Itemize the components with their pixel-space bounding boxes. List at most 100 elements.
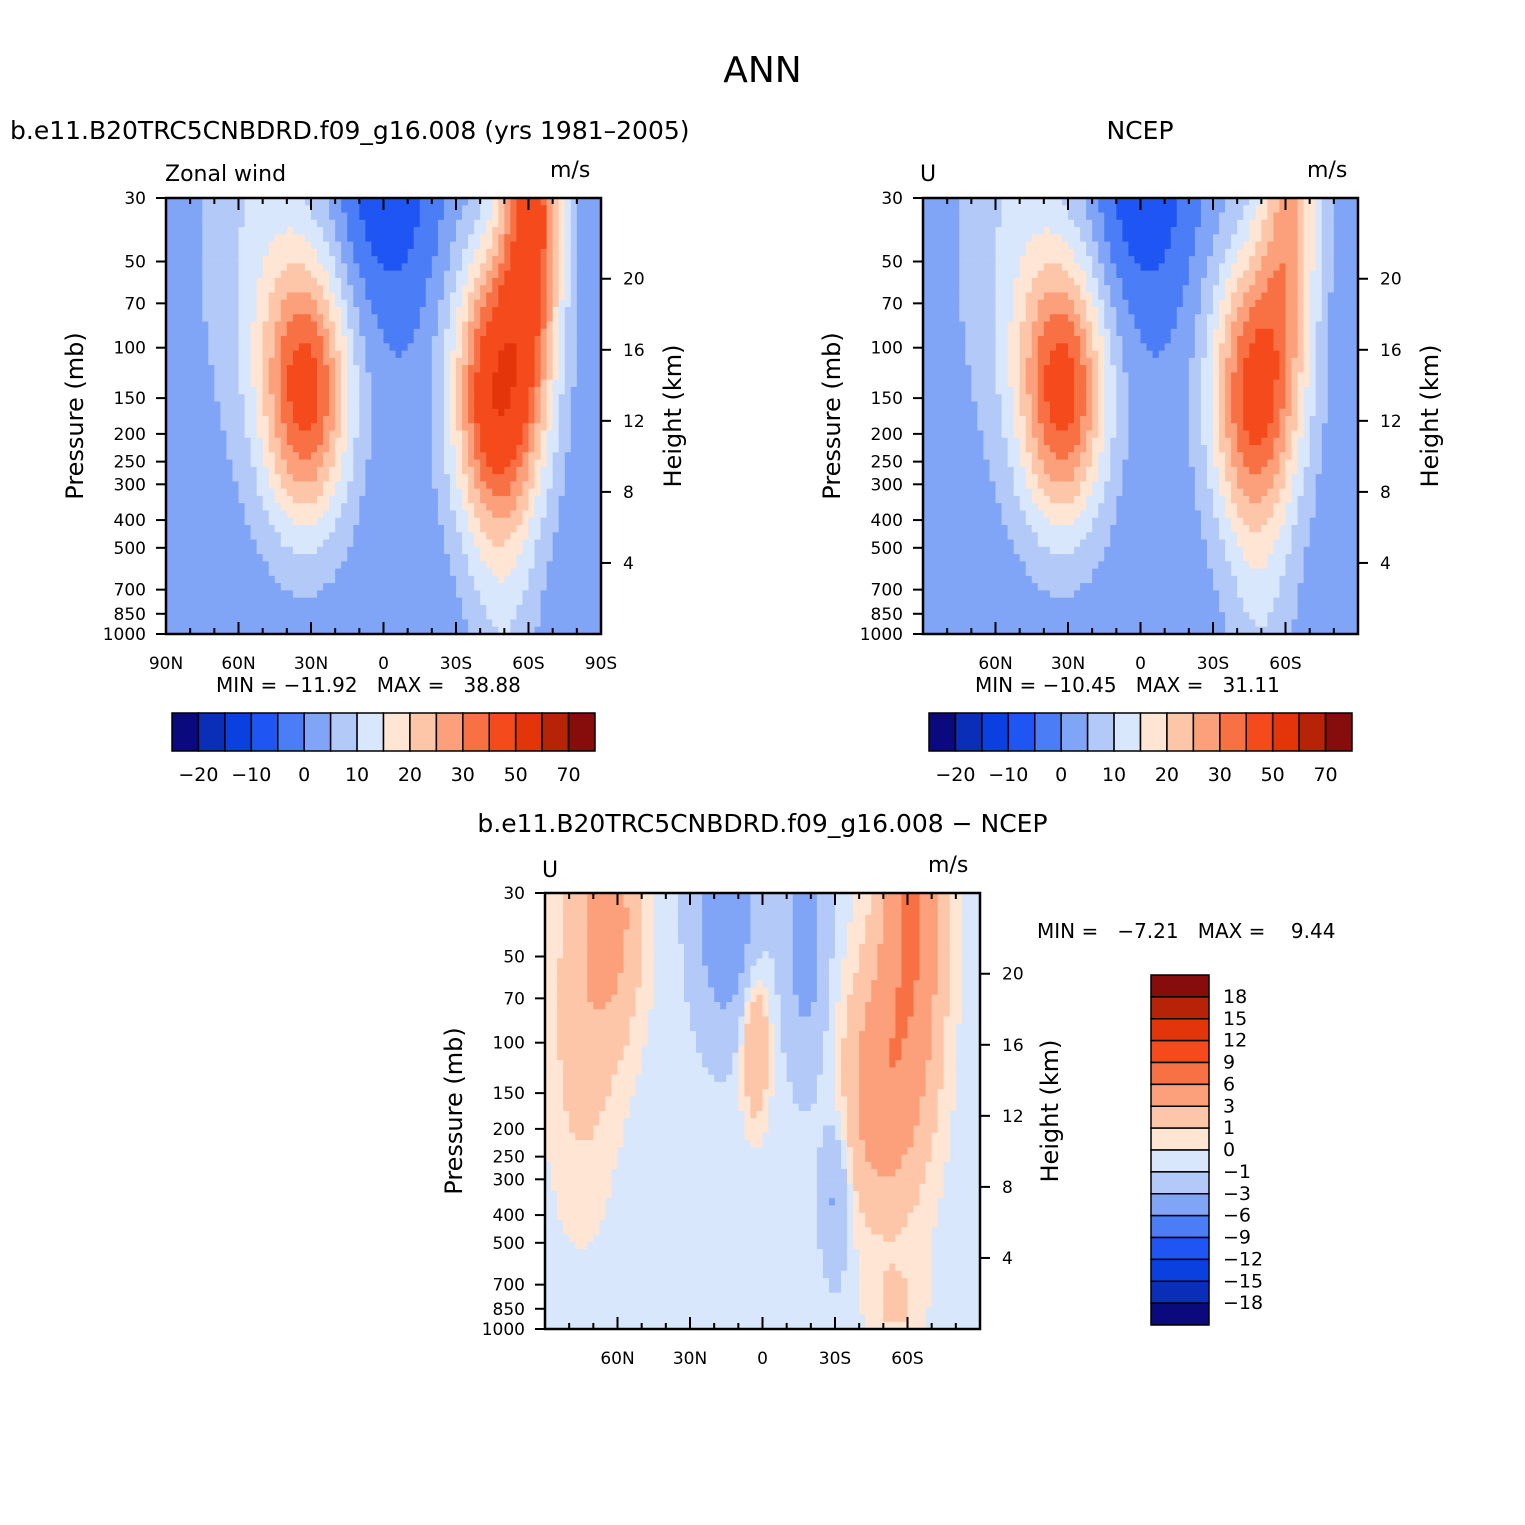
contour-cell [208, 612, 215, 621]
contour-cell [329, 568, 336, 577]
contour-cell [498, 546, 505, 555]
contour-cell [292, 445, 300, 453]
contour-cell [371, 248, 379, 257]
contour-cell [576, 219, 584, 228]
contour-cell [1291, 256, 1299, 264]
contour-cell [389, 285, 397, 294]
contour-cell [196, 372, 203, 381]
contour-cell [244, 459, 252, 468]
contour-cell [371, 350, 379, 359]
contour-cell [534, 575, 542, 584]
contour-cell [286, 503, 294, 512]
contour-cell [588, 408, 596, 417]
contour-cell [1116, 248, 1123, 257]
panel2-title: NCEP [1106, 116, 1174, 145]
contour-cell [395, 270, 403, 279]
contour-cell [413, 583, 421, 591]
contour-cell [474, 379, 481, 388]
contour-cell [977, 227, 985, 235]
contour-cell [292, 474, 300, 482]
contour-cell [298, 546, 306, 555]
contour-cell [317, 474, 324, 482]
contour-cell [250, 270, 258, 279]
contour-cell [250, 416, 258, 424]
contour-cell [456, 445, 463, 453]
contour-cell [353, 517, 360, 526]
contour-cell [395, 495, 403, 504]
contour-cell [474, 590, 481, 599]
contour-cell [220, 263, 228, 272]
contour-cell [365, 604, 373, 613]
contour-cell [1025, 212, 1033, 221]
contour-cell [389, 401, 397, 410]
contour-cell [256, 604, 264, 613]
contour-cell [552, 343, 560, 352]
contour-cell [510, 285, 518, 294]
contour-cell [401, 604, 409, 613]
contour-cell [504, 234, 511, 243]
contour-cell [172, 227, 179, 235]
contour-cell [202, 386, 209, 395]
contour-cell [359, 525, 366, 533]
contour-cell [504, 248, 511, 257]
contour-cell [208, 561, 215, 570]
contour-cell [576, 248, 584, 257]
contour-cell [304, 343, 312, 352]
contour-cell [383, 488, 391, 497]
contour-cell [220, 539, 228, 548]
contour-cell [280, 437, 288, 446]
contour-cell [1128, 212, 1136, 221]
contour-cell [244, 619, 252, 628]
contour-cell [196, 525, 203, 533]
contour-cell [594, 488, 601, 497]
contour-cell [534, 198, 542, 206]
contour-cell [983, 248, 991, 257]
contour-cell [292, 394, 300, 403]
contour-cell [594, 561, 601, 570]
contour-cell [250, 532, 258, 541]
contour-cell [510, 336, 518, 344]
contour-cell [1080, 205, 1087, 214]
contour-cell [383, 307, 391, 315]
contour-cell [929, 227, 936, 235]
contour-cell [474, 437, 481, 446]
contour-cell [552, 248, 560, 257]
contour-cell [304, 256, 312, 264]
contour-cell [462, 314, 469, 323]
contour-cell [492, 619, 499, 628]
contour-cell [534, 590, 542, 599]
contour-cell [262, 604, 270, 613]
contour-cell [959, 205, 966, 214]
contour-cell [274, 532, 282, 541]
contour-cell [522, 590, 530, 599]
contour-cell [389, 336, 397, 344]
contour-cell [449, 488, 457, 497]
contour-cell [389, 299, 397, 308]
contour-cell [286, 445, 294, 453]
contour-cell [304, 394, 312, 403]
contour-cell [443, 510, 451, 519]
contour-cell [528, 503, 536, 512]
contour-cell [341, 219, 348, 228]
contour-cell [1049, 241, 1057, 250]
contour-cell [498, 270, 505, 279]
contour-cell [226, 583, 234, 591]
contour-cell [329, 452, 336, 461]
contour-cell [166, 437, 173, 446]
contour-cell [317, 539, 324, 548]
contour-cell [184, 263, 191, 272]
contour-cell [419, 270, 427, 279]
contour-cell [347, 517, 354, 526]
contour-cell [413, 459, 421, 468]
contour-cell [256, 568, 264, 577]
contour-cell [196, 394, 203, 403]
contour-cell [582, 495, 590, 504]
contour-cell [480, 437, 487, 446]
contour-cell [558, 590, 566, 599]
contour-cell [329, 350, 336, 359]
contour-cell [923, 198, 930, 206]
contour-cell [238, 336, 246, 344]
contour-cell [166, 495, 173, 504]
contour-cell [449, 583, 457, 591]
contour-cell [329, 270, 336, 279]
